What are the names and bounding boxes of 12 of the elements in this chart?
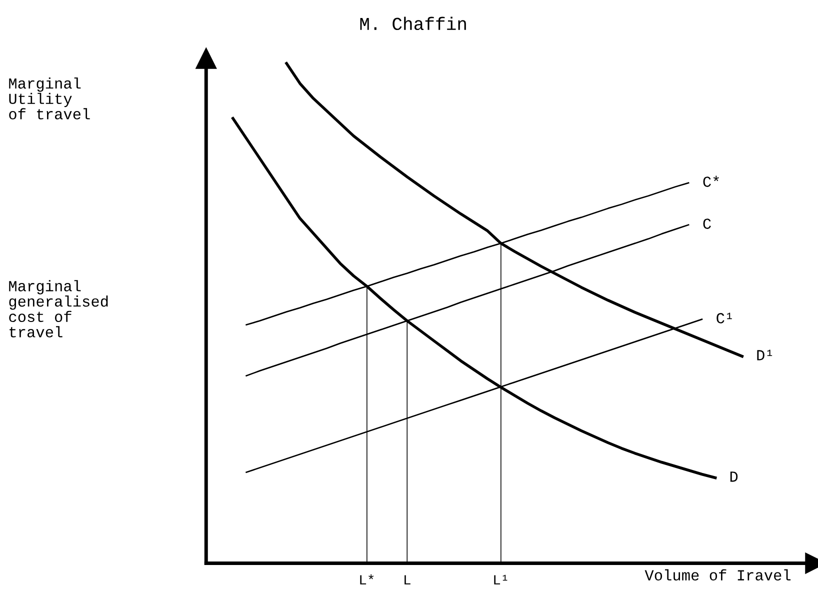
text: Marginal generalised cost of travel [9,280,108,338]
series-label: C [703,218,711,229]
series-label: D¹ [757,350,772,360]
series-label: D [730,472,738,482]
x-tick-label: L* [360,574,374,584]
series-label: C¹ [716,312,732,324]
series-label: C* [703,176,719,187]
chart-title: M. Chaffin [360,16,466,30]
x-tick-label: L [404,575,410,584]
x-tick-label: L¹ [494,574,508,584]
text: Marginal Utility of travel [9,77,90,120]
x-axis-title: Volume of Iravel [644,569,791,580]
